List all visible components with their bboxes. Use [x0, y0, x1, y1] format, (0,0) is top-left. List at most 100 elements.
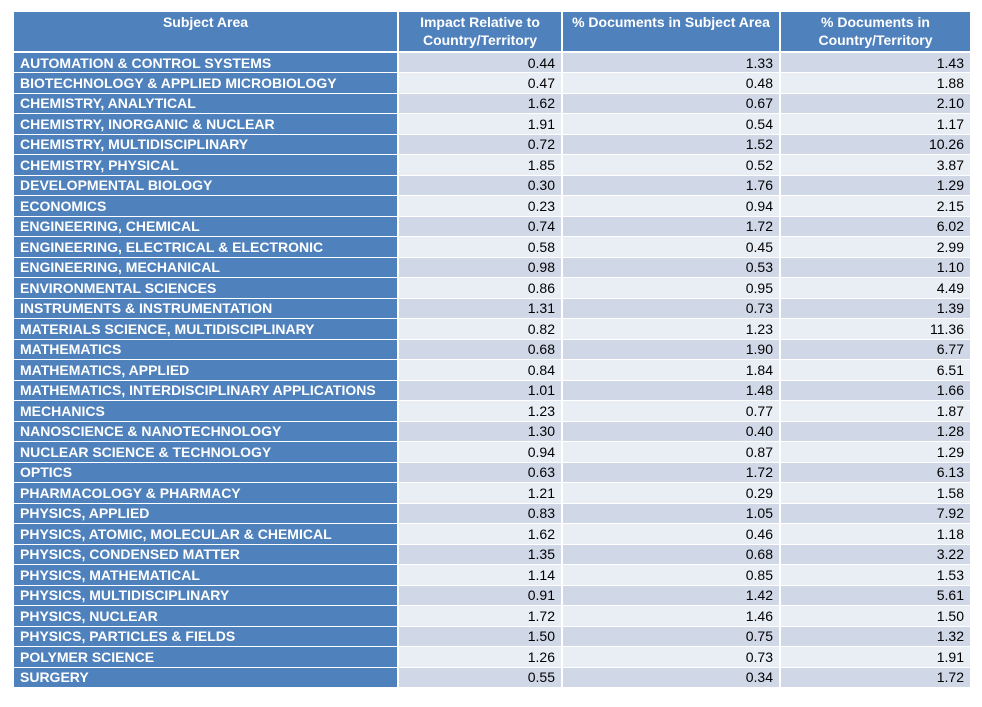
impact-relative-cell: 0.72	[398, 134, 563, 155]
pct-docs-country-cell: 1.43	[780, 52, 970, 73]
subject-area-cell: ECONOMICS	[14, 195, 399, 217]
impact-relative-cell: 1.23	[398, 400, 563, 422]
header-pct-docs-subject-area: % Documents in Subject Area	[562, 12, 781, 53]
pct-docs-country-cell: 1.17	[780, 113, 970, 135]
pct-docs-country-cell: 6.02	[780, 216, 970, 237]
pct-docs-subject-area-cell: 0.77	[562, 400, 781, 422]
impact-relative-cell: 0.94	[398, 441, 563, 463]
subject-area-cell: PHYSICS, MULTIDISCIPLINARY	[14, 585, 399, 606]
subject-area-cell: ENGINEERING, ELECTRICAL & ELECTRONIC	[14, 236, 399, 258]
pct-docs-subject-area-cell: 1.48	[562, 380, 781, 401]
table-row: MATERIALS SCIENCE, MULTIDISCIPLINARY 0.82…	[14, 318, 970, 340]
impact-relative-cell: 0.98	[398, 257, 563, 278]
table-row: CHEMISTRY, MULTIDISCIPLINARY 0.72 1.52 10.2…	[14, 134, 970, 155]
pct-docs-country-cell: 1.39	[780, 298, 970, 319]
pct-docs-country-cell: 6.13	[780, 462, 970, 483]
pct-docs-country-cell: 1.88	[780, 72, 970, 94]
table-row: PHARMACOLOGY & PHARMACY 1.21 0.29 1.58	[14, 482, 970, 504]
pct-docs-country-cell: 1.66	[780, 380, 970, 401]
table-row: CHEMISTRY, ANALYTICAL 1.62 0.67 2.10	[14, 93, 970, 114]
subject-area-cell: AUTOMATION & CONTROL SYSTEMS	[14, 52, 399, 73]
subject-area-table-container: Subject Area Impact Relative to Country/…	[14, 12, 970, 688]
impact-relative-cell: 0.30	[398, 175, 563, 196]
subject-area-cell: PHYSICS, MATHEMATICAL	[14, 564, 399, 586]
pct-docs-subject-area-cell: 1.23	[562, 318, 781, 340]
pct-docs-country-cell: 1.29	[780, 441, 970, 463]
pct-docs-subject-area-cell: 0.94	[562, 195, 781, 217]
header-pct-docs-country: % Documents in Country/Territory	[780, 12, 970, 53]
impact-relative-cell: 1.62	[398, 523, 563, 545]
pct-docs-subject-area-cell: 0.87	[562, 441, 781, 463]
pct-docs-subject-area-cell: 0.73	[562, 646, 781, 668]
impact-relative-cell: 1.62	[398, 93, 563, 114]
impact-relative-cell: 0.82	[398, 318, 563, 340]
pct-docs-country-cell: 2.10	[780, 93, 970, 114]
pct-docs-subject-area-cell: 1.72	[562, 462, 781, 483]
table-row: PHYSICS, CONDENSED MATTER 1.35 0.68 3.22	[14, 544, 970, 565]
pct-docs-country-cell: 1.53	[780, 564, 970, 586]
impact-relative-cell: 1.01	[398, 380, 563, 401]
header-subject-area: Subject Area	[14, 12, 399, 53]
pct-docs-country-cell: 3.87	[780, 154, 970, 176]
pct-docs-subject-area-cell: 0.29	[562, 482, 781, 504]
table-row: INSTRUMENTS & INSTRUMENTATION 1.31 0.73 1.3…	[14, 298, 970, 319]
pct-docs-country-cell: 1.28	[780, 421, 970, 442]
pct-docs-subject-area-cell: 1.76	[562, 175, 781, 196]
impact-relative-cell: 0.86	[398, 277, 563, 299]
pct-docs-subject-area-cell: 0.67	[562, 93, 781, 114]
subject-area-cell: INSTRUMENTS & INSTRUMENTATION	[14, 298, 399, 319]
pct-docs-country-cell: 1.91	[780, 646, 970, 668]
subject-area-cell: DEVELOPMENTAL BIOLOGY	[14, 175, 399, 196]
subject-area-cell: BIOTECHNOLOGY & APPLIED MICROBIOLOGY	[14, 72, 399, 94]
pct-docs-country-cell: 2.99	[780, 236, 970, 258]
pct-docs-subject-area-cell: 0.53	[562, 257, 781, 278]
header-impact-relative: Impact Relative to Country/Territory	[398, 12, 563, 53]
impact-relative-cell: 1.50	[398, 626, 563, 647]
pct-docs-subject-area-cell: 1.46	[562, 605, 781, 627]
table-row: PHYSICS, ATOMIC, MOLECULAR & CHEMICAL 1.6…	[14, 523, 970, 545]
pct-docs-subject-area-cell: 0.54	[562, 113, 781, 135]
pct-docs-country-cell: 1.32	[780, 626, 970, 647]
table-row: DEVELOPMENTAL BIOLOGY 0.30 1.76 1.29	[14, 175, 970, 196]
pct-docs-subject-area-cell: 0.85	[562, 564, 781, 586]
table-row: ENGINEERING, MECHANICAL 0.98 0.53 1.10	[14, 257, 970, 278]
table-row: ENVIRONMENTAL SCIENCES 0.86 0.95 4.49	[14, 277, 970, 299]
impact-relative-cell: 1.14	[398, 564, 563, 586]
subject-area-cell: SURGERY	[14, 667, 399, 688]
pct-docs-subject-area-cell: 0.73	[562, 298, 781, 319]
impact-relative-cell: 0.83	[398, 503, 563, 524]
pct-docs-subject-area-cell: 0.48	[562, 72, 781, 94]
impact-relative-cell: 0.23	[398, 195, 563, 217]
impact-relative-cell: 0.47	[398, 72, 563, 94]
subject-area-cell: ENGINEERING, MECHANICAL	[14, 257, 399, 278]
table-row: POLYMER SCIENCE 1.26 0.73 1.91	[14, 646, 970, 668]
pct-docs-subject-area-cell: 0.52	[562, 154, 781, 176]
table-row: NANOSCIENCE & NANOTECHNOLOGY 1.30 0.40 1.28	[14, 421, 970, 442]
subject-area-cell: MATHEMATICS	[14, 339, 399, 360]
subject-area-cell: CHEMISTRY, ANALYTICAL	[14, 93, 399, 114]
subject-area-cell: CHEMISTRY, INORGANIC & NUCLEAR	[14, 113, 399, 135]
pct-docs-subject-area-cell: 0.68	[562, 544, 781, 565]
pct-docs-country-cell: 11.36	[780, 318, 970, 340]
pct-docs-country-cell: 1.72	[780, 667, 970, 688]
impact-relative-cell: 0.84	[398, 359, 563, 381]
subject-area-table: Subject Area Impact Relative to Country/…	[14, 12, 970, 688]
table-row: PHYSICS, MATHEMATICAL 1.14 0.85 1.53	[14, 564, 970, 586]
table-row: MECHANICS 1.23 0.77 1.87	[14, 400, 970, 422]
subject-area-cell: PHYSICS, NUCLEAR	[14, 605, 399, 627]
subject-area-cell: NUCLEAR SCIENCE & TECHNOLOGY	[14, 441, 399, 463]
table-row: AUTOMATION & CONTROL SYSTEMS 0.44 1.33 1.43	[14, 52, 970, 73]
subject-area-cell: POLYMER SCIENCE	[14, 646, 399, 668]
impact-relative-cell: 0.55	[398, 667, 563, 688]
table-row: ENGINEERING, CHEMICAL 0.74 1.72 6.02	[14, 216, 970, 237]
pct-docs-subject-area-cell: 0.45	[562, 236, 781, 258]
impact-relative-cell: 1.85	[398, 154, 563, 176]
pct-docs-subject-area-cell: 1.05	[562, 503, 781, 524]
table-row: MATHEMATICS 0.68 1.90 6.77	[14, 339, 970, 360]
pct-docs-country-cell: 4.49	[780, 277, 970, 299]
table-body: AUTOMATION & CONTROL SYSTEMS 0.44 1.33 1.43…	[14, 52, 970, 688]
table-row: ECONOMICS 0.23 0.94 2.15	[14, 195, 970, 217]
pct-docs-country-cell: 3.22	[780, 544, 970, 565]
table-row: CHEMISTRY, INORGANIC & NUCLEAR 1.91 0.54 1.…	[14, 113, 970, 135]
pct-docs-country-cell: 7.92	[780, 503, 970, 524]
